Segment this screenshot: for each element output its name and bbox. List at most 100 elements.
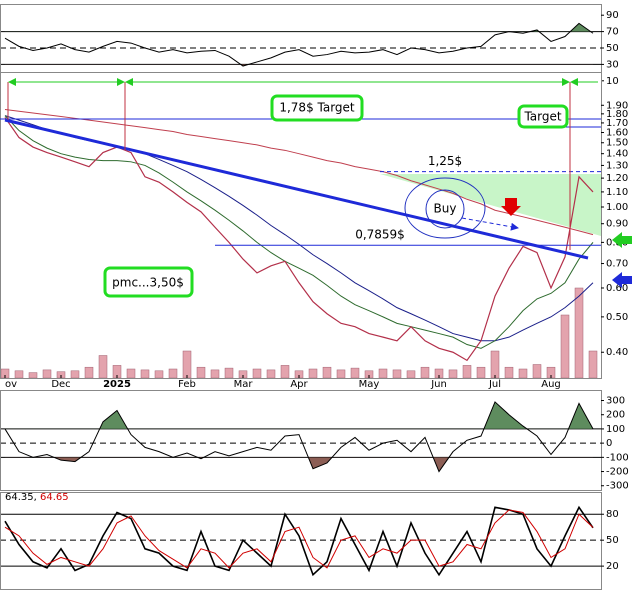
volume-bar: [140, 369, 150, 378]
annotation-layer: 1,78$ Target Target pmc...3,50$ Buy 64.3…: [0, 78, 632, 503]
trend-line: [4, 118, 589, 260]
volume-bar: [308, 368, 318, 378]
panel-border: [0, 4, 602, 73]
volume-bar: [266, 369, 276, 378]
y-tick-label: 50: [606, 43, 619, 54]
series-line: [4, 117, 594, 362]
y-tick-label: -200: [606, 467, 629, 478]
y-tick-label: 1.70: [606, 118, 628, 129]
volume-bar: [196, 366, 206, 378]
volume-bar: [574, 287, 584, 378]
volume-bar: [420, 366, 430, 378]
y-tick-label: 1.40: [606, 149, 628, 160]
y-tick-label: 200: [606, 410, 625, 421]
y-tick-label: 1.00: [606, 202, 628, 213]
y-tick-label: 10: [606, 76, 619, 87]
stoch-d-value: 64.65: [40, 492, 69, 503]
x-tick-label: Apr: [290, 379, 308, 390]
y-tick-label: 1.90: [606, 100, 628, 111]
panel-border: [0, 390, 602, 491]
price-level-label: 0,7859$: [355, 228, 405, 242]
volume-bar: [70, 370, 80, 378]
volume-bar: [84, 366, 94, 378]
series-line: [4, 115, 594, 349]
overbought-fill: [5, 23, 593, 32]
y-tick-label: -300: [606, 481, 629, 492]
stoch-values: 64.35, 64.65: [5, 492, 69, 503]
data-layer: 90 70 50 30 10 1.901.801.701.601.501.401.30 1.…: [0, 4, 629, 590]
series-line: [4, 509, 594, 569]
volume-bar: [56, 371, 66, 378]
series-line: [4, 22, 594, 67]
volume-bar: [462, 365, 472, 378]
note-box: [517, 104, 569, 129]
y-tick-label: 0.40: [606, 347, 628, 358]
y-tick-label: 0.70: [606, 259, 628, 270]
y-tick-label: 0: [606, 438, 612, 449]
panel: [0, 22, 601, 67]
overbought-fill: [99, 401, 593, 429]
y-tick-label: 1.10: [606, 187, 628, 198]
x-tick-label: ov: [5, 379, 17, 390]
background-layer: [380, 174, 601, 236]
panel-border: [0, 72, 602, 379]
buy-arrow: [461, 217, 519, 231]
volume-bar: [98, 355, 108, 378]
volume-bar: [532, 364, 542, 378]
x-tick-label: Feb: [178, 379, 196, 390]
volume-bar: [322, 366, 332, 378]
volume-bar: [504, 366, 514, 378]
volume-bar: [518, 368, 528, 378]
y-tick-label: 1.30: [606, 160, 628, 171]
series-line: [4, 505, 594, 577]
volume-bar: [546, 366, 556, 378]
volume-bar: [252, 368, 262, 378]
y-tick-label: 0.90: [606, 219, 628, 230]
y-tick-label: 30: [606, 59, 619, 70]
buy-circle: [425, 189, 465, 229]
volume-bar: [14, 370, 24, 378]
panel: [0, 401, 601, 473]
volume-bar: [336, 369, 346, 378]
volume-bar: [490, 350, 500, 378]
y-tick-label: 20: [606, 561, 619, 572]
volume-bar: [378, 368, 388, 378]
y-tick-label: 70: [606, 27, 619, 38]
y-tick-label: 0.60: [606, 283, 628, 294]
price-level-label: 1,25$: [428, 154, 462, 168]
y-tick-label: 100: [606, 424, 625, 435]
volume-bar: [168, 368, 178, 378]
x-tick-label: Aug: [541, 379, 561, 390]
x-tick-label: Jul: [488, 379, 501, 390]
x-tick-label: Jun: [430, 379, 447, 390]
volume-bar: [476, 366, 486, 378]
series-line: [4, 115, 594, 342]
series-line: [4, 401, 594, 473]
y-tick-label: 80: [606, 509, 619, 520]
x-tick-label: 2025: [103, 379, 131, 390]
volume-bar: [560, 314, 570, 378]
y-tick-label: -100: [606, 452, 629, 463]
volume-bar: [182, 350, 192, 378]
x-tick-label: Dec: [51, 379, 70, 390]
price-arrow: [612, 272, 632, 288]
volume-bar: [154, 370, 164, 378]
volume-bar: [350, 367, 360, 378]
volume-bar: [392, 369, 402, 378]
y-tick-label: 1.60: [606, 128, 628, 139]
volume-bar: [448, 369, 458, 378]
panel: [0, 109, 601, 378]
panel-border: [0, 492, 602, 590]
y-tick-label: 300: [606, 396, 625, 407]
note: pmc...3,50$: [112, 276, 184, 290]
volume-bar: [42, 369, 52, 378]
series-line: [4, 109, 594, 236]
price-arrow: [612, 232, 632, 248]
volume-bar: [224, 367, 234, 378]
volume-bar: [210, 369, 220, 378]
note: Target: [523, 110, 561, 124]
buy-zone: [404, 177, 486, 239]
y-tick-label: 90: [606, 10, 619, 21]
oversold-fill: [240, 64, 249, 67]
